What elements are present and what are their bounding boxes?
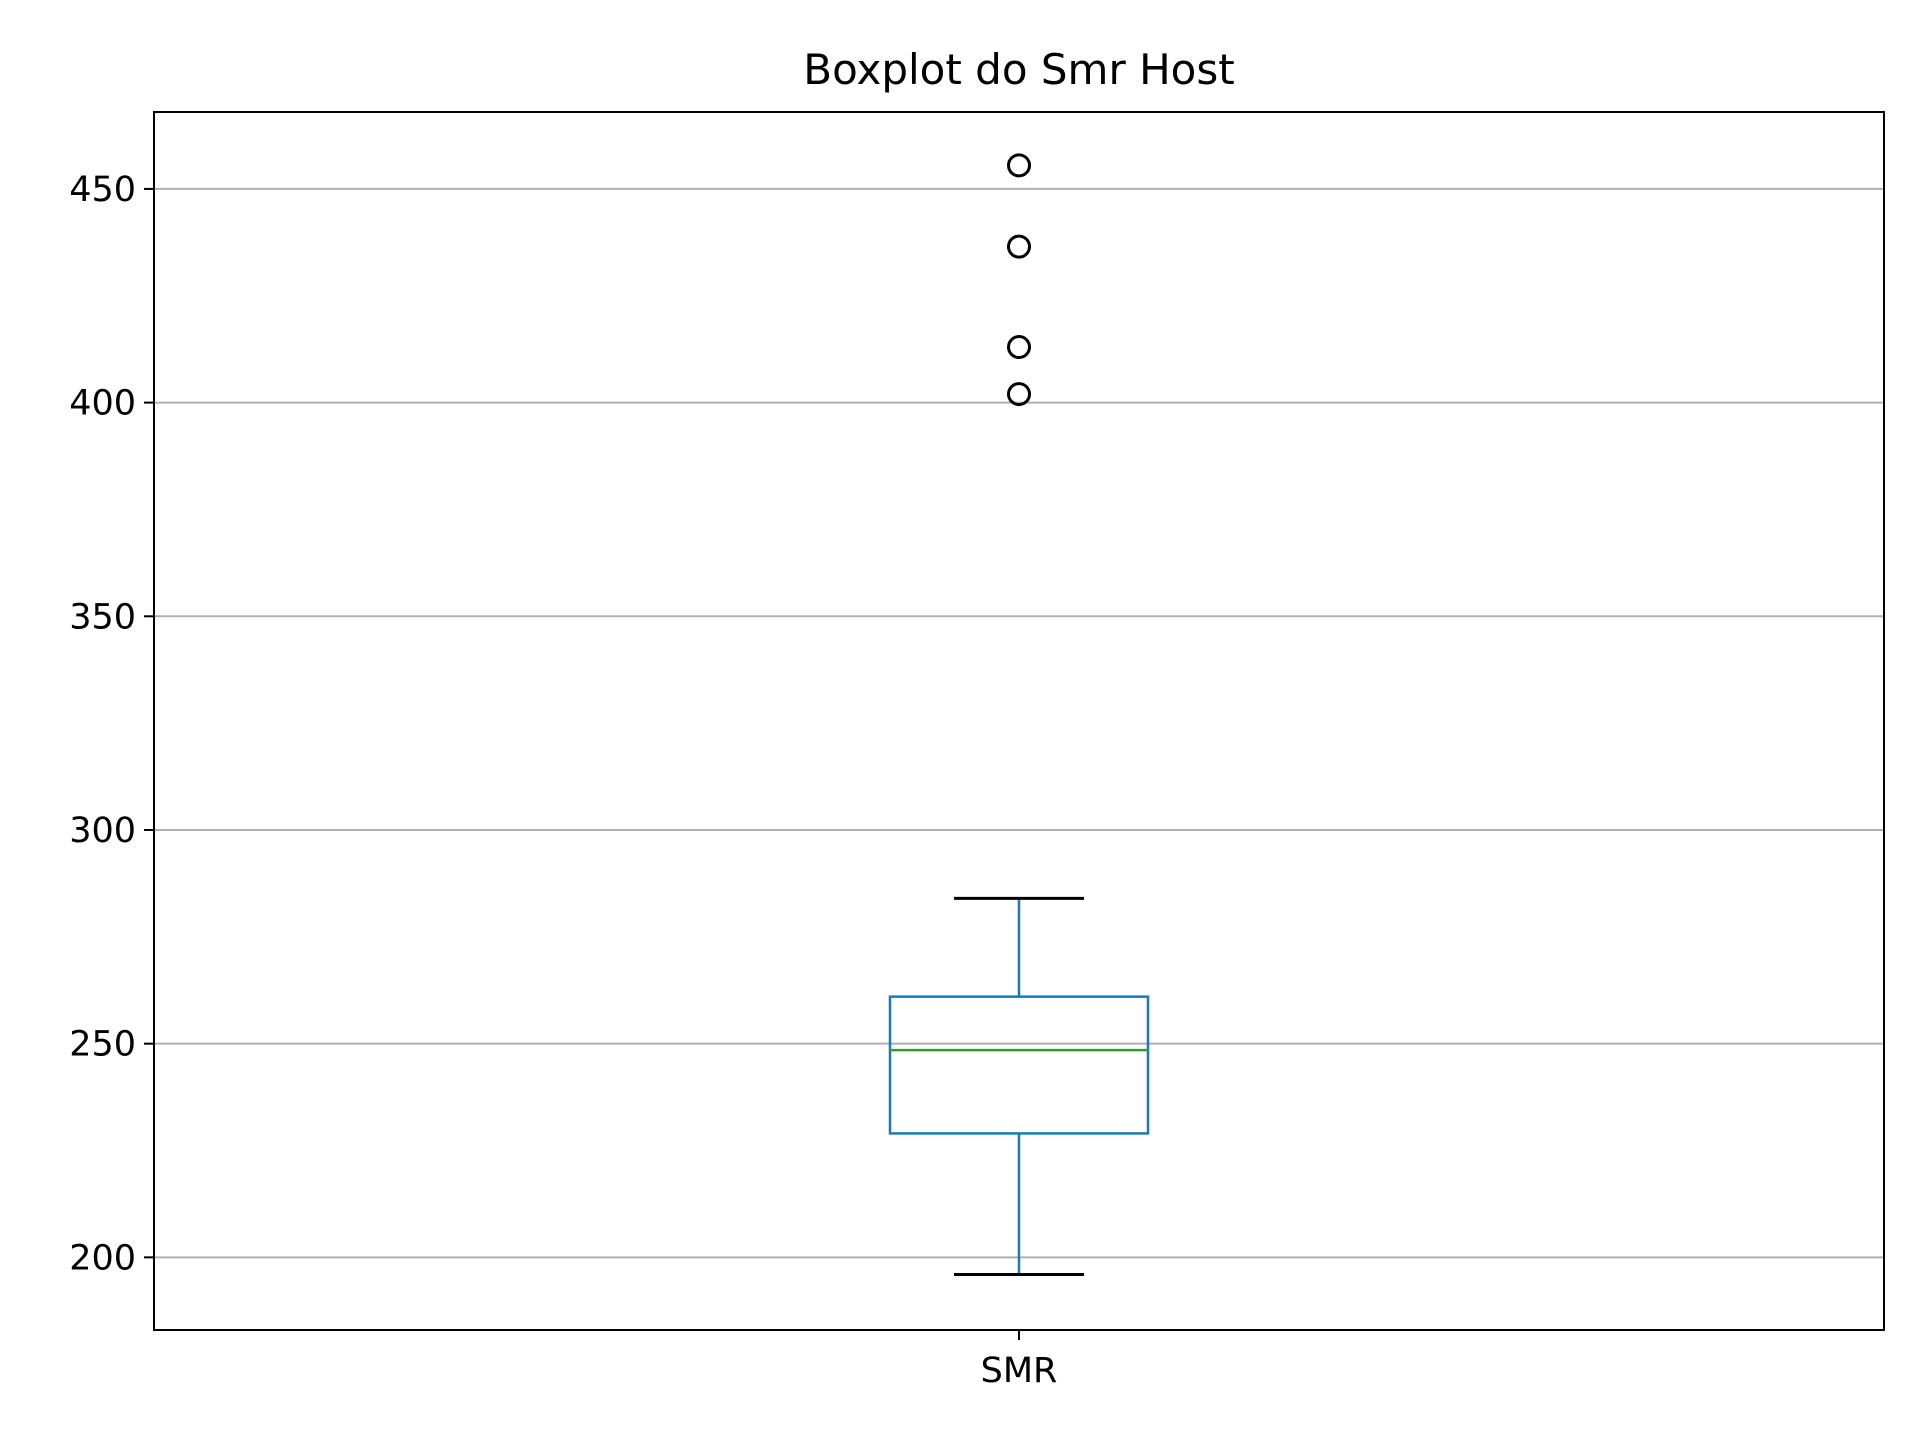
outlier-point: [1007, 153, 1031, 178]
y-tick-label-450: 450: [69, 170, 136, 210]
y-tick-label-400: 400: [69, 384, 136, 424]
outlier-point: [1007, 335, 1031, 360]
y-tick-label-300: 300: [69, 811, 136, 851]
box-elements: [888, 153, 1150, 1276]
outlier-point: [1007, 234, 1031, 259]
y-tick-label-200: 200: [69, 1238, 136, 1278]
plot-frame: [153, 111, 1885, 1331]
chart-title: Boxplot do Smr Host: [803, 45, 1234, 94]
x-tick-label-SMR: SMR: [981, 1351, 1058, 1391]
iqr-box: [888, 995, 1150, 1135]
grid-lines: [154, 187, 1884, 1259]
axes: 200 250 300 350 400 450 SMR: [69, 170, 1057, 1391]
outlier-point: [1007, 382, 1031, 407]
y-tick-label-350: 350: [69, 597, 136, 637]
y-tick-label-250: 250: [69, 1025, 136, 1065]
